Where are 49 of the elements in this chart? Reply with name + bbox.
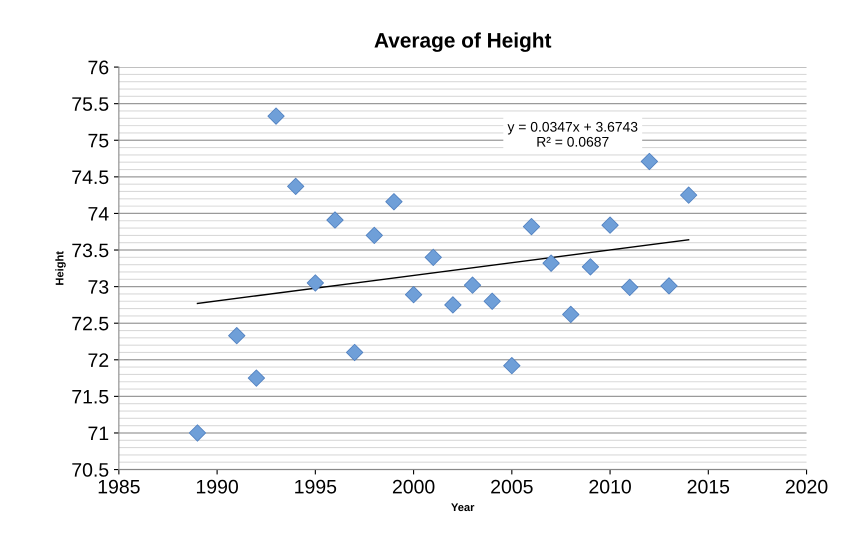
x-tick-label: 2020 [786,480,828,494]
y-tick-label: 73 [88,280,108,294]
point [680,186,698,204]
point [464,276,482,294]
point [366,226,383,244]
y-tick-label: 75 [88,134,108,148]
x-tick-label: 2005 [491,480,533,494]
point [444,296,462,314]
y-tick-label: 72.5 [72,316,108,330]
point [640,152,658,170]
point [326,211,344,229]
point [228,327,246,344]
x-tick-label: 2015 [688,480,730,494]
point [267,107,285,125]
x-tick-label: 1995 [295,480,336,494]
point [621,278,638,296]
point [601,216,619,234]
chart-title: Average of Height [374,32,552,52]
point [522,218,540,236]
y-tick-label: 72 [88,353,108,367]
y-tick-label: 75.5 [72,97,108,111]
point [385,193,403,210]
point [562,306,580,324]
point [660,277,678,295]
x-axis-title: Year [451,503,474,512]
point [188,424,206,442]
y-tick-label: 76 [88,60,108,74]
x-tick-label: 1990 [196,480,238,494]
point [484,292,501,310]
y-tick-label: 70.5 [72,463,108,477]
point [582,258,600,276]
y-tick-label: 73.5 [72,243,108,258]
point [248,369,266,387]
point [542,254,560,272]
point [503,357,520,374]
x-tick-label: 2010 [589,480,631,494]
y-tick-label: 71 [88,426,108,440]
y-axis-title: Height [55,251,66,285]
point [404,286,422,304]
x-tick-label: 1985 [98,480,140,494]
y-tick-label: 74 [88,207,109,220]
point [424,248,442,266]
annotation: y = 0.0347x + 3.6743 R² = 0.0687 [508,122,638,147]
y-tick-label: 71.5 [72,390,108,404]
point [287,178,304,195]
x-tick-label: 2000 [392,480,434,494]
point [306,274,324,292]
y-tick-label: 74.5 [72,170,108,184]
point [346,344,364,362]
